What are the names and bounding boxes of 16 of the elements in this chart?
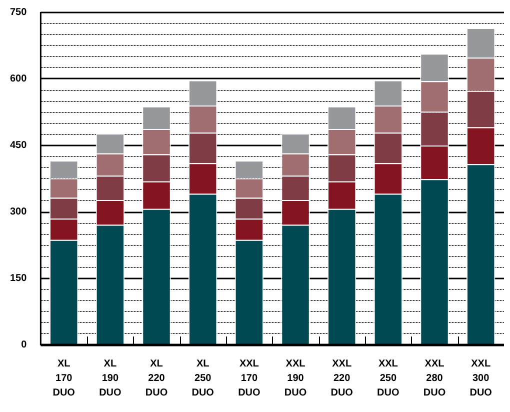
y-tick-label: 300 xyxy=(10,206,28,218)
x-tick-label: XL 220 DUO xyxy=(145,358,168,398)
y-tick-label: 450 xyxy=(10,140,28,151)
y-tick-label: 150 xyxy=(10,272,28,284)
x-tick-label: XXL 300 DUO xyxy=(470,358,492,398)
x-tick-label: XL 250 DUO xyxy=(192,358,214,398)
x-tick-label: XXL 170 DUO xyxy=(238,358,261,398)
x-tick-label: XXL 220 DUO xyxy=(330,358,354,398)
y-tick-label: 600 xyxy=(10,73,28,84)
y-tick-label: 750 xyxy=(10,6,28,18)
x-tick-label: XL 190 DUO xyxy=(99,358,122,398)
x-tick-label: XXL 280 DUO xyxy=(423,358,446,398)
x-tick-label: XL 170 DUO xyxy=(52,358,76,398)
x-tick-label: XXL 250 DUO xyxy=(377,358,400,398)
x-tick-label: XXL 190 DUO xyxy=(284,358,307,398)
y-tick-label: 0 xyxy=(21,339,28,350)
